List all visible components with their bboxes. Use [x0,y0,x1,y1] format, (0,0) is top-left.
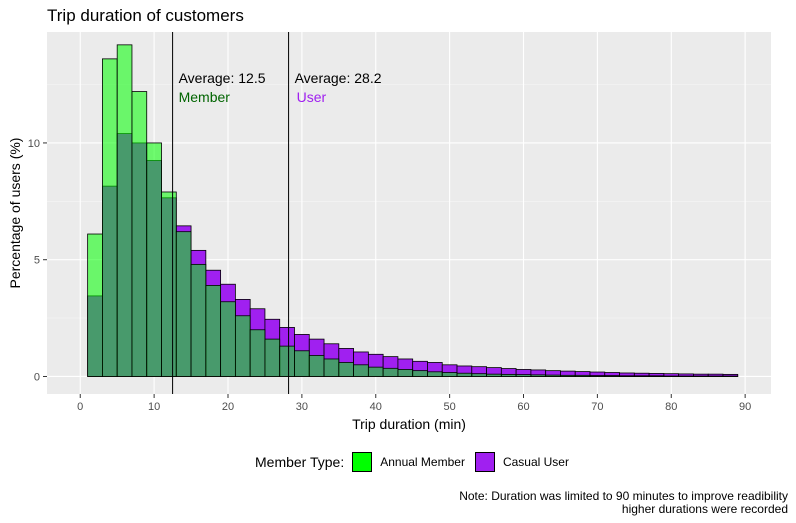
bar-annual-member [486,373,502,377]
bar-annual-member [456,372,473,377]
bar-annual-member [234,315,251,377]
bar-annual-member [619,375,635,377]
bar-annual-member [353,364,369,377]
legend-key-annual-member [352,452,373,472]
x-tick-label: 10 [148,401,160,413]
bar-annual-member [441,372,458,377]
bar-annual-member [116,44,133,377]
bar-annual-member [560,374,576,377]
bar-annual-member [220,301,236,377]
bar-annual-member [545,374,561,377]
bar-annual-member [633,375,650,377]
bar-annual-member [338,362,354,377]
bar-annual-member [294,350,310,377]
bar-annual-member [131,91,148,377]
x-tick-label: 70 [591,401,603,413]
x-tick-label: 90 [739,401,751,413]
y-axis-title: Percentage of users (%) [7,138,23,289]
bar-annual-member [604,375,620,377]
average-label: Average: 28.2 [295,70,382,86]
bar-annual-member [146,142,162,377]
bar-annual-member [367,366,384,377]
bar-annual-member [397,369,414,377]
bar-annual-member [574,374,591,377]
bar-annual-member [175,231,192,377]
x-tick-label: 50 [444,401,456,413]
average-group-label: Member [179,89,231,105]
y-tick-label: 5 [34,255,40,267]
legend: Member Type: Annual Member Casual User [255,452,579,472]
bar-annual-member [279,345,295,377]
x-tick-label: 80 [665,401,677,413]
bar-annual-member [648,375,665,377]
x-tick-label: 20 [222,401,234,413]
legend-label-annual-member: Annual Member [380,455,465,469]
y-tick-label: 0 [34,371,40,383]
chart-title: Trip duration of customers [47,6,244,25]
footnote-line-2: higher durations were recorded [621,502,788,516]
footnote-line-1: Note: Duration was limited to 90 minutes… [459,489,788,503]
x-tick-label: 40 [370,401,382,413]
bar-annual-member [412,370,428,377]
x-axis-title: Trip duration (min) [352,416,466,432]
bar-annual-member [190,263,207,377]
bar-annual-member [161,191,177,377]
bar-annual-member [249,329,266,377]
bar-annual-member [382,367,399,377]
legend-label-casual-user: Casual User [502,455,569,469]
legend-title: Member Type: [255,454,345,470]
bar-annual-member [530,374,547,377]
bar-annual-member [87,233,103,377]
average-label: Average: 12.5 [179,70,266,86]
bar-annual-member [102,58,118,377]
bar-annual-member [471,373,487,377]
bar-annual-member [500,373,517,377]
legend-key-casual-user [474,452,495,472]
footnote: Note: Duration was limited to 90 minutes… [459,490,788,516]
bar-annual-member [427,371,443,377]
x-tick-label: 60 [517,401,529,413]
y-tick-label: 10 [28,138,40,150]
bar-annual-member [515,374,532,377]
bar-annual-member [308,355,325,377]
average-group-label: User [297,89,327,105]
x-tick-label: 0 [77,401,83,413]
x-tick-label: 30 [296,401,308,413]
bar-annual-member [205,284,222,377]
bar-annual-member [589,375,606,377]
bar-annual-member [264,338,281,377]
bar-annual-member [323,358,340,377]
